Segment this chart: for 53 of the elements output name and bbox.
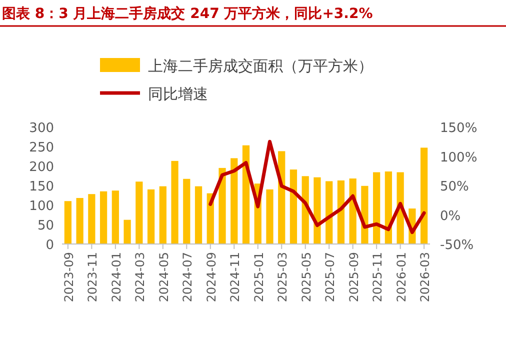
bar [171, 160, 178, 244]
x-tick-label: 2024-07 [180, 252, 195, 302]
bar [112, 190, 119, 244]
x-tick-label: 2026-01 [394, 252, 408, 302]
legend-label: 同比增速 [148, 85, 208, 103]
bar [266, 189, 274, 244]
y2-tick-label: 0% [440, 208, 461, 224]
bar [124, 220, 131, 244]
y-tick-label: 150 [29, 180, 54, 194]
x-tick-label: 2025-07 [323, 252, 338, 302]
y-tick-label: 200 [29, 160, 54, 175]
bar [147, 189, 155, 244]
x-tick-label: 2026-03 [418, 252, 432, 302]
bar [183, 178, 190, 244]
x-tick-label: 2024-11 [228, 252, 242, 302]
bar [76, 198, 84, 244]
x-tick-label: 2023-11 [86, 252, 100, 302]
bar [64, 201, 72, 244]
legend-label: 上海二手房成交面积（万平方米） [148, 57, 373, 75]
bar [136, 182, 143, 244]
x-tick-label: 2025-11 [370, 252, 385, 302]
bar [88, 194, 96, 244]
bar [290, 170, 298, 244]
x-tick-label: 2024-01 [109, 252, 124, 302]
y2-tick-label: 150% [440, 121, 478, 136]
x-tick-label: 2025-01 [252, 252, 266, 302]
y-tick-label: 50 [37, 218, 54, 234]
y2-tick-label: -50% [440, 238, 474, 253]
bar [373, 172, 380, 244]
y-tick-label: 100 [29, 199, 54, 214]
y-tick-label: 300 [29, 121, 54, 136]
x-tick-label: 2025-03 [276, 252, 290, 302]
line-series [208, 140, 426, 234]
chart-title: 图表 8：3 月上海二手房成交 247 万平方米，同比+3.2% [2, 5, 373, 22]
bar [100, 191, 108, 244]
bar [230, 158, 238, 244]
x-tick-label: 2024-09 [204, 252, 218, 302]
x-tick-label: 2025-05 [299, 252, 314, 302]
bar [194, 186, 202, 244]
bar [159, 186, 166, 244]
y-tick-label: 250 [29, 140, 54, 156]
x-tick-label: 2024-03 [133, 252, 148, 302]
y2-tick-label: 100% [440, 150, 478, 166]
x-tick-label: 2023-09 [62, 252, 76, 302]
bar [314, 177, 321, 244]
bar [337, 180, 345, 244]
y2-tick-label: 50% [440, 180, 469, 194]
x-tick-label: 2024-05 [156, 252, 171, 302]
bar [420, 148, 428, 244]
bar [218, 168, 226, 244]
bar [326, 181, 333, 244]
y-tick-label: 0 [46, 238, 54, 253]
x-tick-label: 2025-09 [346, 252, 361, 302]
